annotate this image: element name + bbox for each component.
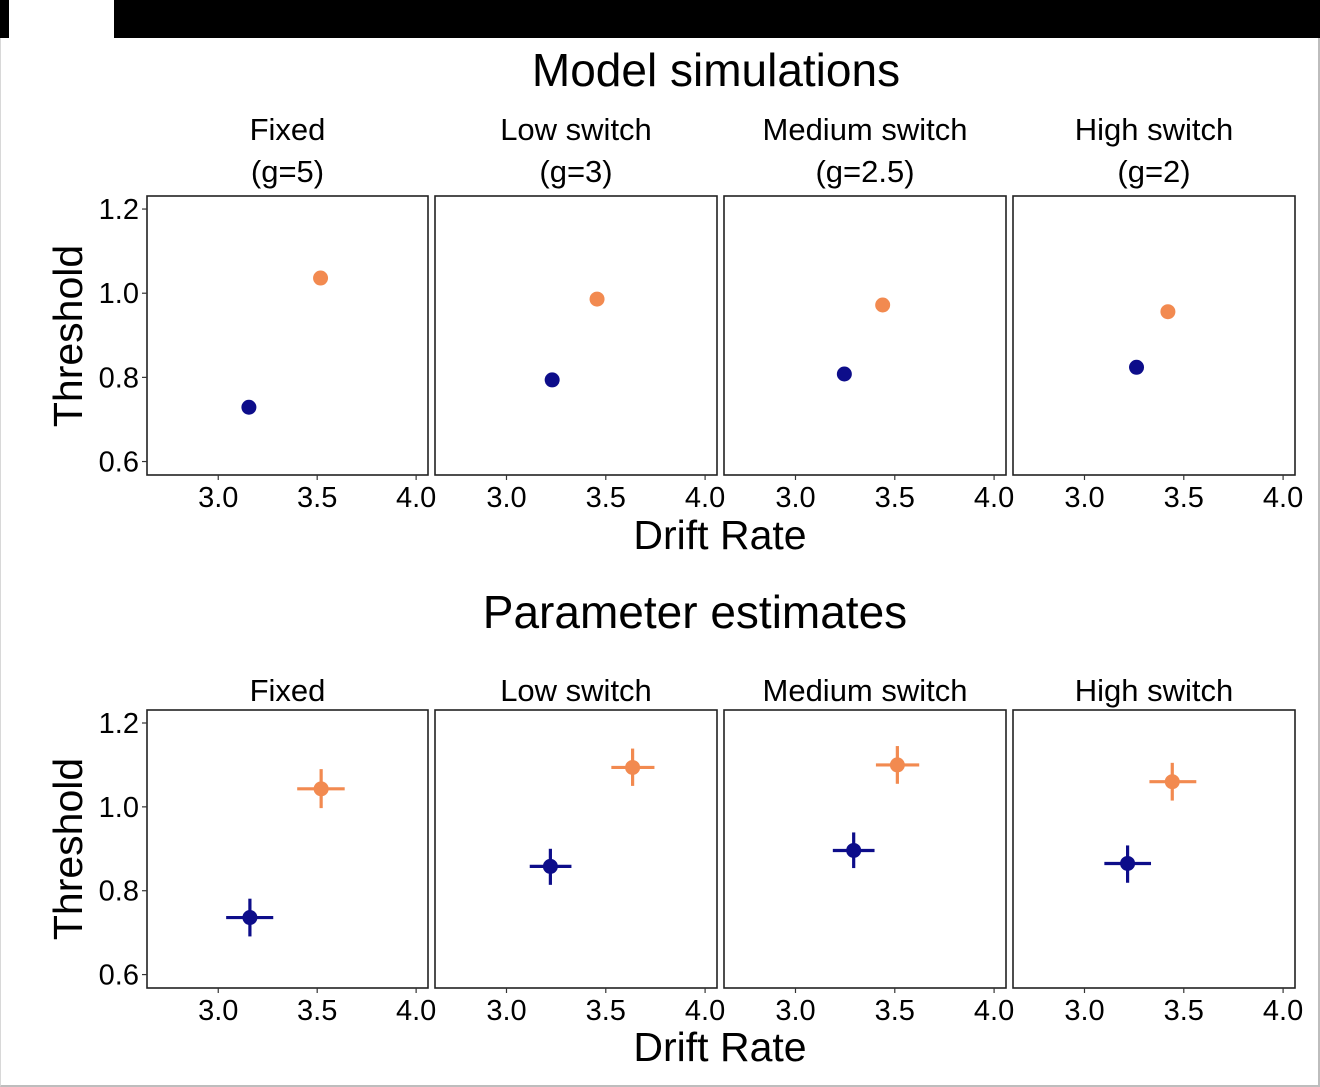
chart-title-model-simulations: Model simulations <box>532 44 900 96</box>
facet-label: Medium switch <box>763 673 968 708</box>
x-tick-label: 3.0 <box>775 995 815 1027</box>
data-point-navy <box>241 399 257 415</box>
facet-label: High switch <box>1075 112 1234 147</box>
x-tick-label: 3.0 <box>775 482 815 514</box>
facet-label: Low switch <box>500 673 652 708</box>
y-tick-label: 1.0 <box>99 278 139 310</box>
panel-frame <box>146 709 429 989</box>
x-tick-label: 4.0 <box>1263 995 1303 1027</box>
data-point-orange <box>875 297 891 313</box>
data-point-orange <box>889 757 905 773</box>
y-axis-label-top: Threshold <box>45 245 91 427</box>
facet-label: High switch <box>1075 673 1234 708</box>
top-black-bar-right <box>114 0 1320 38</box>
data-point-orange <box>313 270 329 286</box>
top-black-bar-left <box>0 0 9 38</box>
facet-label: Fixed <box>250 673 326 708</box>
data-point-navy <box>1129 359 1145 375</box>
x-tick-label: 4.0 <box>1263 482 1303 514</box>
x-tick-label: 3.5 <box>297 995 337 1027</box>
data-point-orange <box>313 781 329 797</box>
y-axis-label-bottom: Threshold <box>45 758 91 940</box>
chart-title-parameter-estimates: Parameter estimates <box>483 586 907 638</box>
x-tick-label: 3.0 <box>486 482 526 514</box>
y-tick-label: 0.8 <box>99 876 139 908</box>
facet-label: Low switch <box>500 112 652 147</box>
data-point-navy <box>836 366 852 382</box>
panel-frame <box>723 195 1007 476</box>
panel-frame <box>434 195 718 476</box>
x-tick-label: 4.0 <box>974 995 1014 1027</box>
data-point-orange <box>1160 304 1176 320</box>
panel-frame <box>1012 709 1296 989</box>
facet-sublabel: (g=2) <box>1117 154 1190 189</box>
x-tick-label: 4.0 <box>396 482 436 514</box>
x-tick-label: 3.5 <box>875 482 915 514</box>
data-point-navy <box>544 372 560 388</box>
y-tick-label: 1.0 <box>99 792 139 824</box>
panel-frame <box>1012 195 1296 476</box>
x-tick-label: 4.0 <box>685 482 725 514</box>
y-tick-label: 1.2 <box>99 708 139 740</box>
x-tick-label: 4.0 <box>974 482 1014 514</box>
data-point-navy <box>1120 855 1136 871</box>
facet-sublabel: (g=5) <box>251 154 324 189</box>
x-tick-label: 3.5 <box>1164 482 1204 514</box>
x-axis-label-top: Drift Rate <box>633 512 806 558</box>
facet-sublabel: (g=2.5) <box>815 154 914 189</box>
x-tick-label: 3.0 <box>1064 995 1104 1027</box>
x-tick-label: 3.0 <box>1064 482 1104 514</box>
x-tick-label: 3.0 <box>486 995 526 1027</box>
data-point-orange <box>589 291 605 307</box>
y-tick-label: 0.6 <box>99 447 139 479</box>
panel-frame <box>146 195 429 476</box>
panel-frame <box>434 709 718 989</box>
facet-label: Medium switch <box>763 112 968 147</box>
data-point-orange <box>1164 774 1180 790</box>
y-tick-label: 0.8 <box>99 362 139 394</box>
x-tick-label: 4.0 <box>396 995 436 1027</box>
figure-frame <box>0 38 1320 1087</box>
x-tick-label: 3.0 <box>198 482 238 514</box>
x-axis-label-bottom: Drift Rate <box>633 1024 806 1070</box>
x-tick-label: 3.5 <box>875 995 915 1027</box>
data-point-navy <box>542 858 558 874</box>
data-point-navy <box>846 842 862 858</box>
y-tick-label: 1.2 <box>99 194 139 226</box>
y-tick-label: 0.6 <box>99 960 139 992</box>
x-tick-label: 4.0 <box>685 995 725 1027</box>
data-point-navy <box>242 910 258 926</box>
x-tick-label: 3.5 <box>297 482 337 514</box>
facet-sublabel: (g=3) <box>539 154 612 189</box>
x-tick-label: 3.5 <box>586 995 626 1027</box>
x-tick-label: 3.5 <box>1164 995 1204 1027</box>
x-tick-label: 3.5 <box>586 482 626 514</box>
data-point-orange <box>625 759 641 775</box>
x-tick-label: 3.0 <box>198 995 238 1027</box>
facet-label: Fixed <box>250 112 326 147</box>
